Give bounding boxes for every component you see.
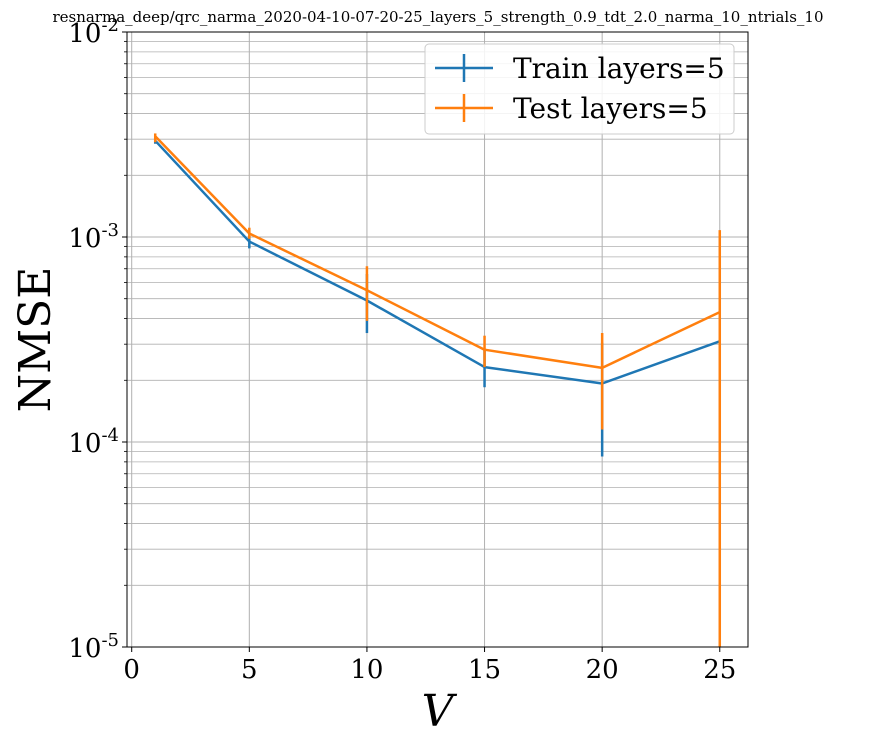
legend-item: Test layers=5 bbox=[435, 92, 708, 125]
y-tick-label: 10-4 bbox=[68, 425, 119, 459]
x-tick-label: 20 bbox=[586, 655, 619, 685]
series-line bbox=[154, 139, 721, 385]
legend-label: Test layers=5 bbox=[513, 92, 708, 125]
x-axis: 0 5 10 15 20 25 bbox=[123, 647, 736, 685]
x-tick-label: 25 bbox=[703, 655, 736, 685]
plot-frame bbox=[126, 31, 749, 648]
y-axis: 10-2 10-3 10-4 10-5 bbox=[68, 15, 127, 664]
y-tick-label: 10-3 bbox=[68, 220, 119, 254]
chart-title: resnarma_deep/qrc_narma_2020-04-10-07-20… bbox=[52, 8, 823, 26]
y-tick-label: 10-5 bbox=[68, 630, 119, 664]
x-tick-label: 10 bbox=[350, 655, 383, 685]
x-tick-label: 15 bbox=[468, 655, 501, 685]
x-tick-label: 5 bbox=[241, 655, 258, 685]
x-axis-label: V bbox=[422, 686, 458, 737]
legend-frame bbox=[424, 43, 735, 135]
legend: Train layers=5 Test layers=5 bbox=[424, 43, 735, 135]
y-axis-label: NMSE bbox=[10, 267, 61, 413]
y-tick-label: 10-2 bbox=[68, 15, 119, 49]
x-tick-label: 0 bbox=[123, 655, 140, 685]
series-test bbox=[153, 133, 722, 647]
legend-label: Train layers=5 bbox=[513, 52, 725, 85]
legend-item: Train layers=5 bbox=[435, 52, 725, 85]
series-line bbox=[154, 135, 721, 370]
series-layer bbox=[153, 133, 722, 647]
